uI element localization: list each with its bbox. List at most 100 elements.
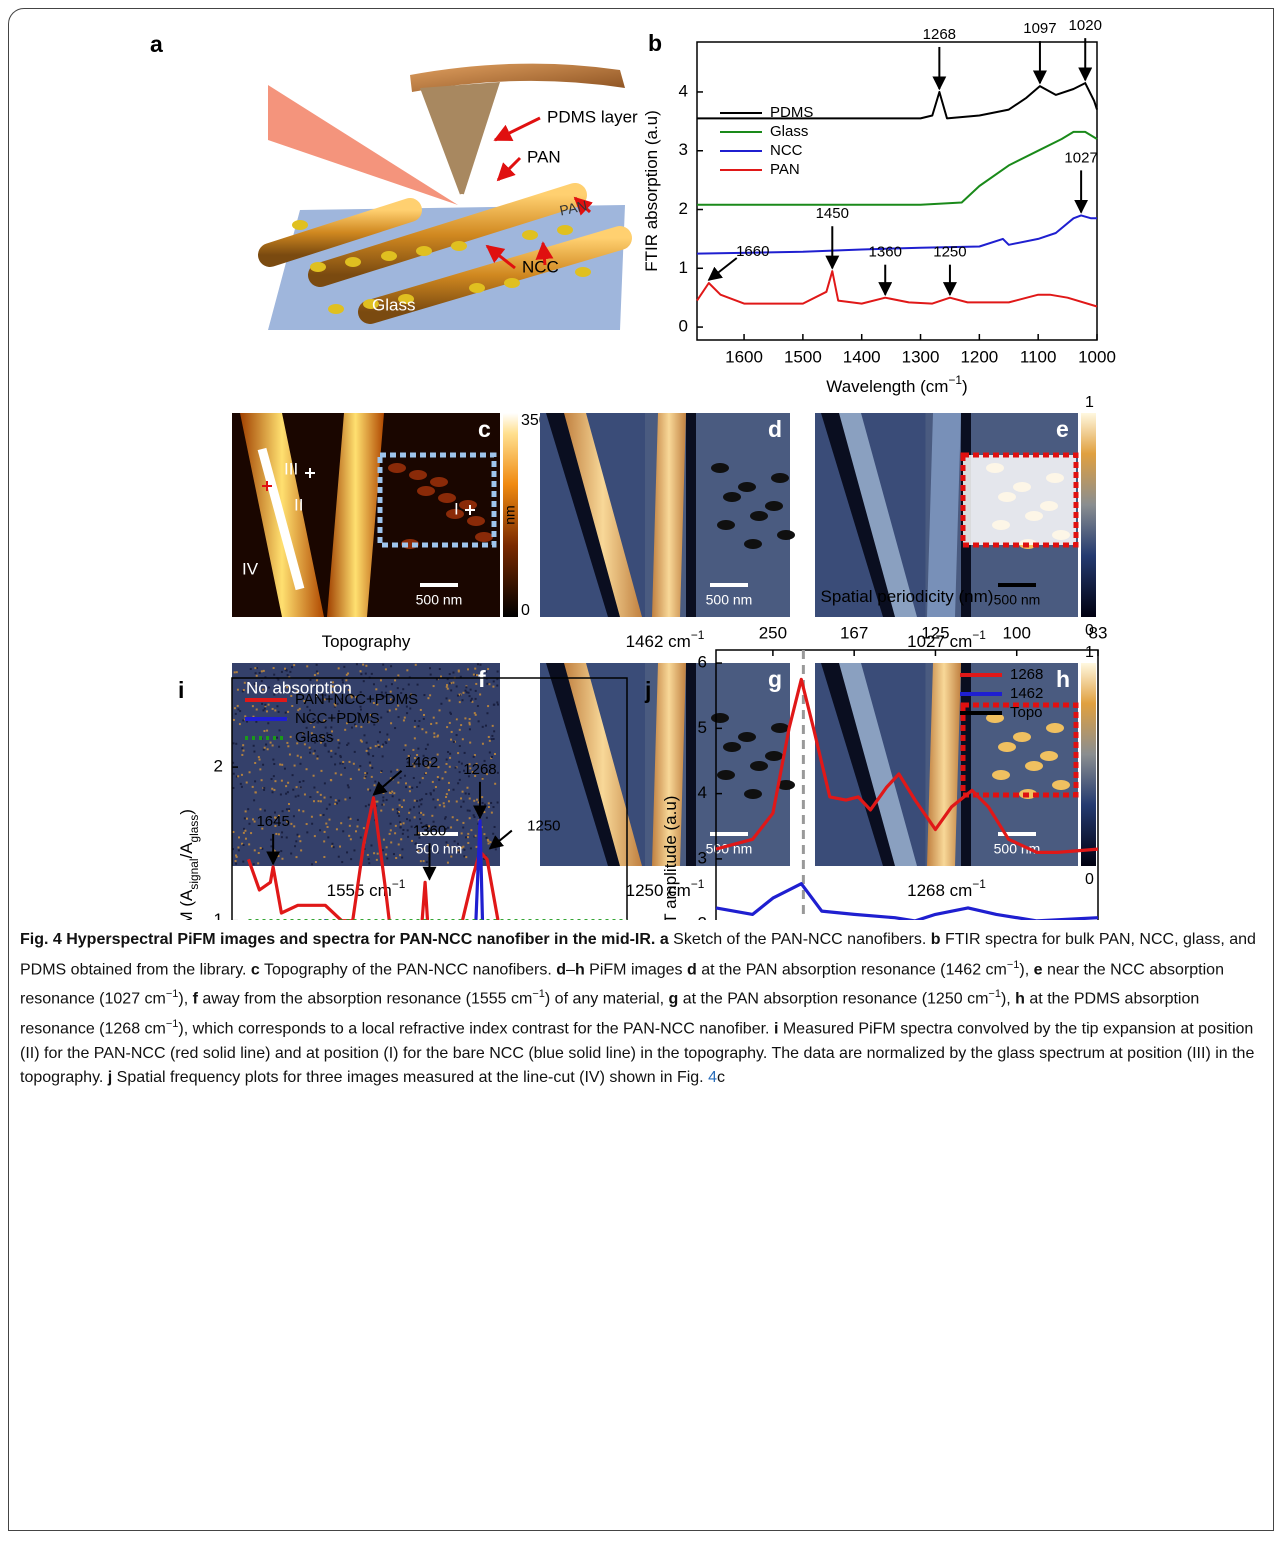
noise [288, 808, 290, 810]
noise [328, 819, 330, 821]
particle [765, 751, 783, 761]
y-tick-label: 0 [679, 317, 688, 336]
particle [310, 262, 326, 272]
noise [366, 772, 368, 774]
noise [445, 796, 447, 798]
noise [239, 710, 241, 712]
noise [466, 691, 468, 693]
annotation-label: 1097 [1023, 20, 1056, 37]
caption-run: c [717, 1069, 725, 1086]
noise [420, 812, 422, 814]
noise [405, 782, 407, 784]
noise [378, 746, 380, 748]
noise [394, 679, 396, 681]
noise [369, 789, 371, 791]
particle [750, 761, 768, 771]
colorbar [1081, 413, 1096, 617]
noise [465, 856, 467, 858]
noise [368, 858, 370, 860]
noise [367, 854, 369, 856]
noise [482, 726, 484, 728]
noise [475, 835, 477, 837]
caption-run: g [669, 991, 679, 1008]
caption-run: b [931, 931, 941, 948]
x2-tick-label: 83 [1089, 623, 1108, 642]
noise [488, 843, 490, 845]
legend-label: PAN+NCC+PDMS [295, 691, 418, 708]
noise [401, 857, 403, 859]
noise [474, 668, 476, 670]
noise [414, 737, 416, 739]
noise [250, 668, 252, 670]
noise [386, 846, 388, 848]
noise [404, 717, 406, 719]
noise [447, 688, 449, 690]
noise [414, 800, 416, 802]
noise [360, 673, 362, 675]
noise [371, 767, 373, 769]
noise [293, 815, 295, 817]
caption-run[interactable]: 4 [708, 1069, 717, 1086]
noise [462, 738, 464, 740]
noise [266, 730, 268, 732]
noise [446, 686, 448, 688]
noise [452, 682, 454, 684]
noise [391, 791, 393, 793]
noise [437, 776, 439, 778]
noise [418, 720, 420, 722]
particle [711, 463, 729, 473]
noise [437, 799, 439, 801]
noise [234, 671, 236, 673]
noise [402, 829, 404, 831]
noise [455, 767, 457, 769]
noise [286, 836, 288, 838]
particle [744, 539, 762, 549]
noise [397, 812, 399, 814]
noise [344, 729, 346, 731]
noise [398, 843, 400, 845]
noise [252, 786, 254, 788]
x2-tick-label: 167 [840, 623, 868, 642]
noise [493, 704, 495, 706]
noise [462, 791, 464, 793]
noise [331, 843, 333, 845]
particle [711, 713, 729, 723]
caption-run: at the PAN absorption resonance (1462 cm [697, 961, 1007, 978]
noise [420, 803, 422, 805]
noise [373, 852, 375, 854]
particle [750, 511, 768, 521]
noise [254, 762, 256, 764]
text-run: signal [187, 859, 201, 890]
noise [296, 856, 298, 858]
x-tick-label: 1300 [902, 347, 940, 366]
text-run: Wavelength (cm [826, 377, 948, 396]
noise [289, 671, 291, 673]
noise [495, 848, 497, 850]
noise [284, 768, 286, 770]
noise [382, 792, 384, 794]
text-run: ) [177, 809, 196, 815]
noise [317, 791, 319, 793]
noise [446, 697, 448, 699]
x-tick-label: 1100 [1020, 347, 1057, 366]
particle [723, 742, 741, 752]
x-tick-label: 1000 [1078, 347, 1116, 366]
noise [287, 745, 289, 747]
noise [362, 664, 364, 666]
noise [417, 748, 419, 750]
annotation-label: 1250 [527, 818, 560, 835]
panel-label: e [1056, 416, 1069, 442]
noise [382, 664, 384, 666]
noise [300, 786, 302, 788]
text-run: −1 [691, 877, 705, 891]
particle [459, 500, 477, 510]
noise [323, 856, 325, 858]
sketch-label: PDMS layer [547, 107, 638, 126]
colorbar [1081, 663, 1096, 866]
noise [264, 708, 266, 710]
particle [504, 278, 520, 288]
noise [300, 756, 302, 758]
noise [449, 753, 451, 755]
caption-run: h [575, 961, 585, 978]
noise [433, 736, 435, 738]
